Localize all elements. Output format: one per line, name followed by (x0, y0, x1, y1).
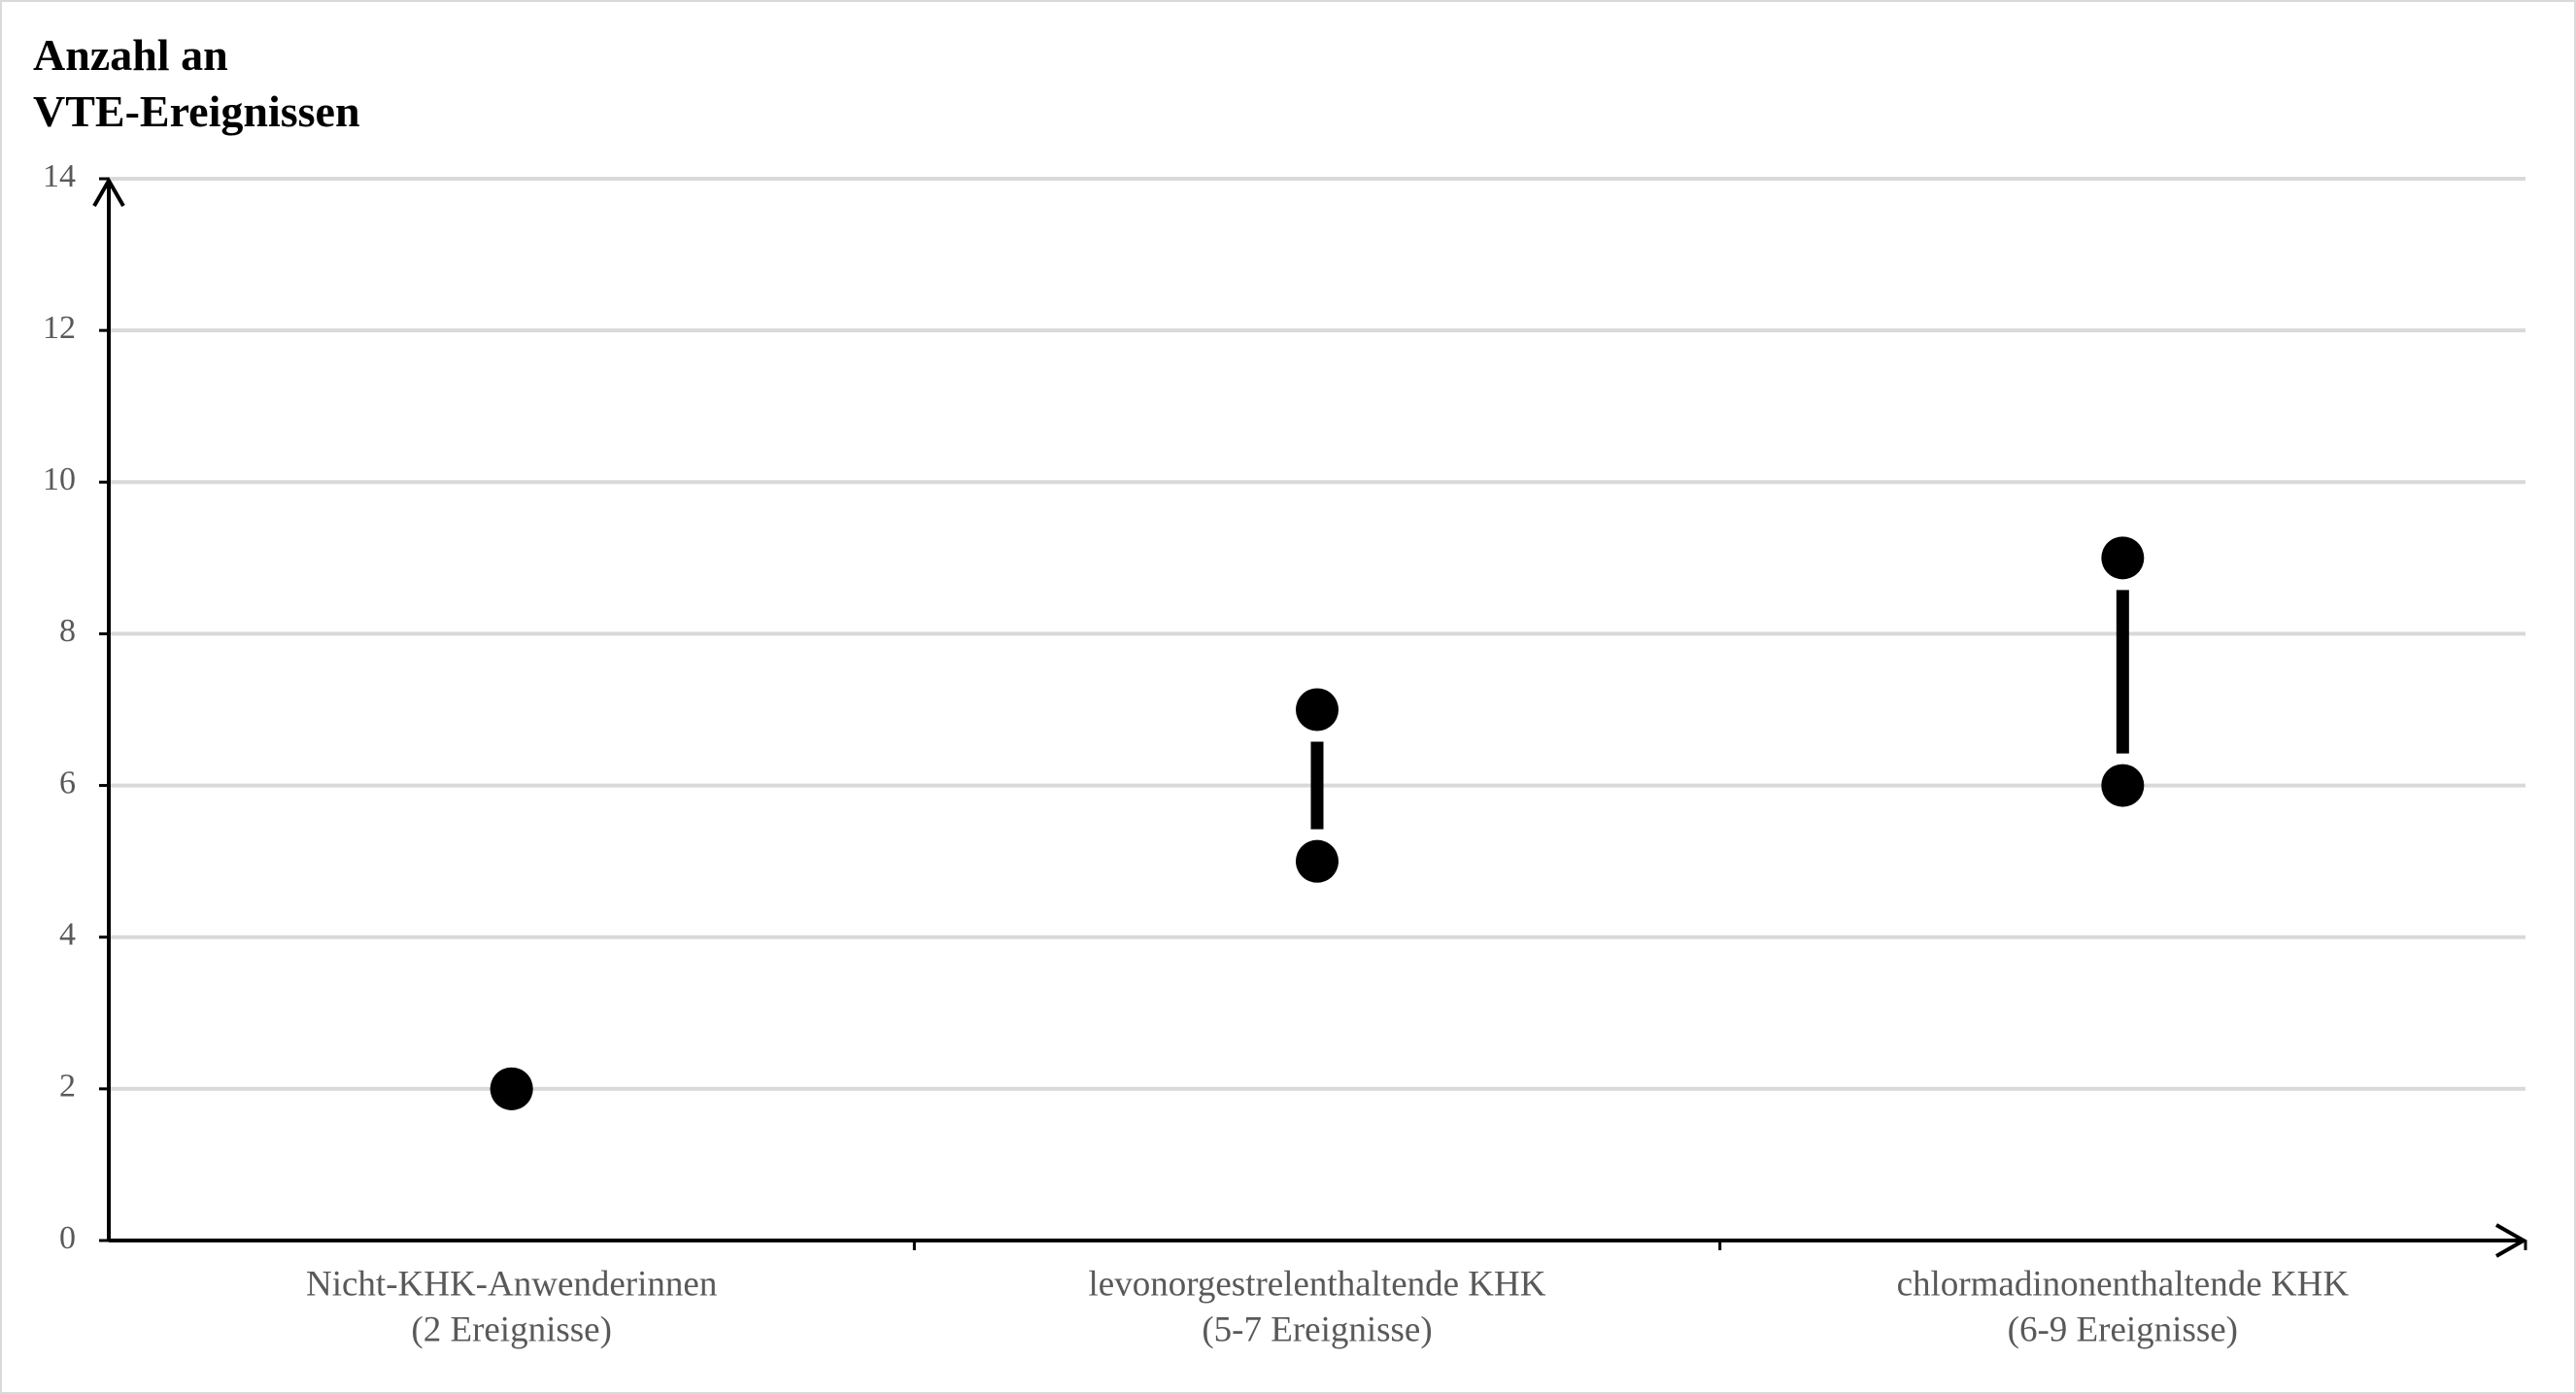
y-tick-label: 0 (59, 1220, 76, 1256)
y-axis-arrow (92, 176, 125, 207)
y-tick-label: 12 (43, 310, 76, 346)
y-axis-label: Anzahl an (33, 30, 228, 80)
y-axis-label: VTE-Ereignissen (33, 86, 360, 136)
x-tick-label: (2 Ereignisse) (411, 1309, 612, 1349)
x-axis-arrow (2495, 1223, 2528, 1258)
x-tick-label: (6-9 Ereignisse) (2008, 1309, 2238, 1349)
high-point (1296, 688, 1339, 731)
y-tick-label: 10 (43, 461, 76, 497)
y-tick-label: 6 (59, 765, 76, 800)
y-tick-label: 2 (59, 1069, 76, 1105)
low-point (2101, 764, 2145, 807)
low-point (1296, 839, 1339, 883)
marks (490, 536, 2145, 1110)
y-tick-label: 14 (43, 158, 76, 194)
axes: Nicht-KHK-Anwenderinnen (2 Ereignisse) lev… (92, 176, 2528, 1349)
x-tick-label: chlormadinonenthaltende KHK (1897, 1264, 2350, 1304)
x-tick-label: (5-7 Ereignisse) (1202, 1309, 1432, 1349)
high-point (2101, 536, 2145, 580)
x-tick-label: levonorgestrelenthaltende KHK (1089, 1264, 1546, 1304)
x-tick-label: Nicht-KHK-Anwenderinnen (306, 1264, 717, 1304)
y-tick-label: 8 (59, 613, 76, 649)
y-tick-label: 4 (59, 917, 76, 953)
high-point (490, 1067, 533, 1110)
